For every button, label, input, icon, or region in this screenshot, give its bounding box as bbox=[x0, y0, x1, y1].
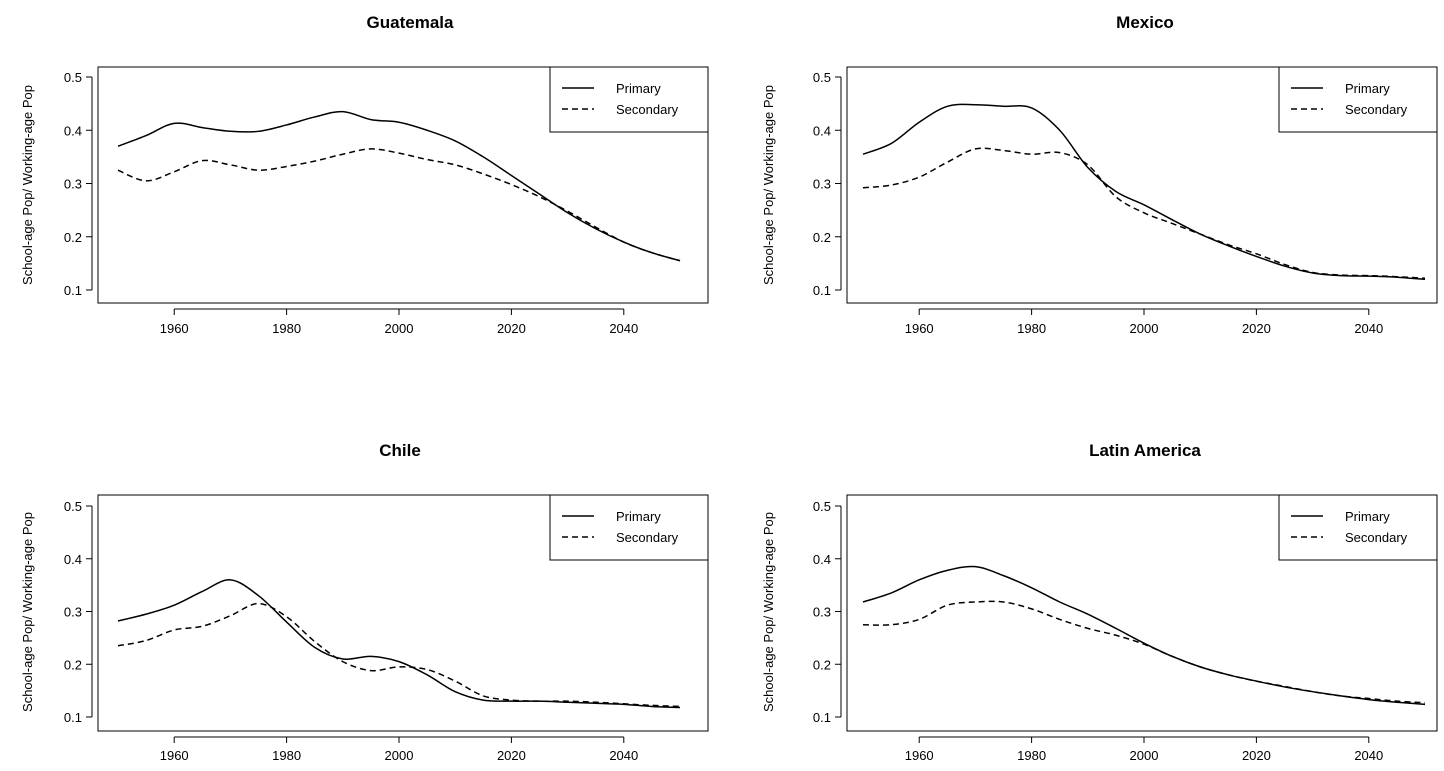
legend: Primary Secondary bbox=[549, 66, 709, 133]
series-line-secondary bbox=[117, 602, 681, 708]
x-tick-label: 1980 bbox=[272, 748, 301, 763]
x-tick-label: 2040 bbox=[1354, 321, 1383, 336]
legend-label-primary: Primary bbox=[616, 509, 661, 524]
x-tick-label: 2020 bbox=[1242, 748, 1271, 763]
legend-label-secondary: Secondary bbox=[1345, 102, 1408, 117]
y-tick-label: 0.4 bbox=[813, 552, 831, 567]
x-tick-label: 1960 bbox=[905, 748, 934, 763]
plot-frame bbox=[846, 494, 1438, 732]
y-tick-label: 0.2 bbox=[64, 657, 82, 672]
legend-box bbox=[1278, 494, 1438, 561]
chart-title: Mexico bbox=[1116, 13, 1174, 32]
series-line-primary bbox=[862, 565, 1426, 706]
legend-box bbox=[549, 66, 709, 133]
legend-label-primary: Primary bbox=[1345, 509, 1390, 524]
y-tick-label: 0.1 bbox=[64, 283, 82, 298]
series-line-secondary bbox=[117, 148, 681, 262]
chart-panel: Guatemala 0.1 0.2 0.3 0.4 0.5 1960 1980 2000 2020… bbox=[20, 13, 709, 336]
plot-frame bbox=[97, 494, 709, 732]
x-tick-label: 2020 bbox=[1242, 321, 1271, 336]
x-tick-label: 1960 bbox=[160, 748, 189, 763]
y-tick-label: 0.4 bbox=[64, 552, 82, 567]
x-tick-label: 1960 bbox=[160, 321, 189, 336]
y-tick-label: 0.5 bbox=[813, 70, 831, 85]
x-tick-label: 1980 bbox=[272, 321, 301, 336]
chart-title: Latin America bbox=[1089, 441, 1201, 460]
y-tick-label: 0.1 bbox=[813, 283, 831, 298]
y-tick-label: 0.5 bbox=[813, 499, 831, 514]
y-tick-label: 0.1 bbox=[64, 710, 82, 725]
y-tick-label: 0.3 bbox=[64, 605, 82, 620]
y-tick-label: 0.3 bbox=[813, 605, 831, 620]
y-tick-label: 0.1 bbox=[813, 710, 831, 725]
x-tick-label: 2000 bbox=[385, 321, 414, 336]
series-line-secondary bbox=[862, 147, 1426, 280]
series-line-secondary bbox=[862, 600, 1426, 704]
y-axis-label: School-age Pop/ Working-age Pop bbox=[761, 85, 776, 285]
x-tick-label: 2040 bbox=[609, 748, 638, 763]
x-tick-label: 2000 bbox=[1130, 321, 1159, 336]
y-tick-label: 0.2 bbox=[64, 230, 82, 245]
x-tick-label: 2020 bbox=[497, 321, 526, 336]
y-tick-label: 0.5 bbox=[64, 499, 82, 514]
chart-title: Guatemala bbox=[367, 13, 454, 32]
legend-box bbox=[549, 494, 709, 561]
chart-panel: Chile 0.1 0.2 0.3 0.4 0.5 1960 1980 2000 2020 2040… bbox=[20, 441, 709, 763]
x-tick-label: 2040 bbox=[1354, 748, 1383, 763]
plot-frame bbox=[97, 66, 709, 304]
x-tick-label: 1980 bbox=[1017, 321, 1046, 336]
x-tick-label: 2040 bbox=[609, 321, 638, 336]
x-tick-label: 2000 bbox=[1130, 748, 1159, 763]
y-tick-label: 0.3 bbox=[813, 177, 831, 192]
series-line-primary bbox=[117, 110, 681, 262]
x-tick-label: 1980 bbox=[1017, 748, 1046, 763]
x-tick-label: 1960 bbox=[905, 321, 934, 336]
legend-label-primary: Primary bbox=[616, 81, 661, 96]
series-line-primary bbox=[117, 579, 681, 709]
legend: Primary Secondary bbox=[1278, 66, 1438, 133]
legend: Primary Secondary bbox=[549, 494, 709, 561]
y-tick-label: 0.4 bbox=[813, 123, 831, 138]
y-tick-label: 0.5 bbox=[64, 70, 82, 85]
y-axis-label: School-age Pop/ Working-age Pop bbox=[20, 512, 35, 712]
y-tick-label: 0.2 bbox=[813, 657, 831, 672]
chart-title: Chile bbox=[379, 441, 421, 460]
x-tick-label: 2000 bbox=[385, 748, 414, 763]
x-tick-label: 2020 bbox=[497, 748, 526, 763]
legend-label-secondary: Secondary bbox=[616, 102, 679, 117]
y-axis-label: School-age Pop/ Working-age Pop bbox=[761, 512, 776, 712]
legend-label-primary: Primary bbox=[1345, 81, 1390, 96]
chart-panel: Latin America 0.1 0.2 0.3 0.4 0.5 1960 1980 2000… bbox=[761, 441, 1438, 763]
chart-panel: Mexico 0.1 0.2 0.3 0.4 0.5 1960 1980 2000 2020 204… bbox=[761, 13, 1438, 336]
y-tick-label: 0.3 bbox=[64, 177, 82, 192]
y-tick-label: 0.4 bbox=[64, 123, 82, 138]
legend-label-secondary: Secondary bbox=[1345, 530, 1408, 545]
legend-box bbox=[1278, 66, 1438, 133]
y-axis-label: School-age Pop/ Working-age Pop bbox=[20, 85, 35, 285]
legend: Primary Secondary bbox=[1278, 494, 1438, 561]
legend-label-secondary: Secondary bbox=[616, 530, 679, 545]
y-tick-label: 0.2 bbox=[813, 230, 831, 245]
plot-frame bbox=[846, 66, 1438, 304]
